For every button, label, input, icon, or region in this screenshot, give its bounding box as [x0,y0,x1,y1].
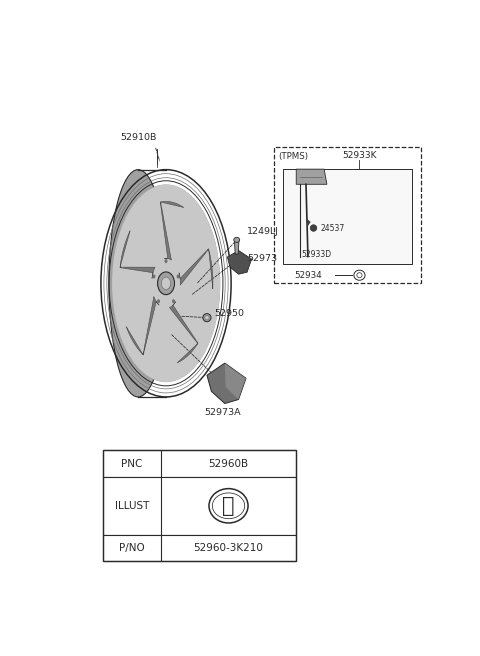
Ellipse shape [112,185,220,382]
Text: 52973: 52973 [247,254,277,263]
Bar [103,451,296,561]
Ellipse shape [157,272,175,295]
Text: 24537: 24537 [321,224,345,232]
Text: (TPMS): (TPMS) [278,152,308,161]
Polygon shape [126,297,159,355]
Polygon shape [207,363,246,403]
Polygon shape [296,169,327,184]
Polygon shape [234,241,239,254]
Polygon shape [160,201,183,260]
Ellipse shape [177,274,180,278]
Text: P/NO: P/NO [119,543,144,553]
Text: 52960-3K210: 52960-3K210 [193,543,264,553]
Text: ILLUST: ILLUST [115,501,149,511]
Ellipse shape [203,314,211,321]
Polygon shape [169,302,198,363]
Ellipse shape [310,225,317,232]
Ellipse shape [354,270,365,280]
Ellipse shape [204,316,209,320]
Ellipse shape [161,277,171,289]
Ellipse shape [165,259,168,263]
Text: PNC: PNC [121,459,143,468]
Text: Ⓗ: Ⓗ [222,496,235,516]
Polygon shape [120,231,155,279]
Ellipse shape [172,299,175,303]
Polygon shape [225,363,246,400]
Ellipse shape [153,274,156,278]
Text: 52973A: 52973A [204,408,241,417]
Bar [103,451,296,477]
FancyBboxPatch shape [283,169,411,264]
Polygon shape [306,218,311,226]
Bar [103,535,296,561]
Ellipse shape [357,273,362,277]
Polygon shape [179,249,213,289]
Text: 52933D: 52933D [302,250,332,259]
Ellipse shape [234,237,240,242]
Ellipse shape [109,170,168,397]
Text: 52910B: 52910B [120,133,156,142]
Text: 52934: 52934 [294,271,322,279]
Bar [103,477,296,535]
Polygon shape [228,251,252,274]
Text: 52933K: 52933K [342,151,376,160]
Text: 1249LJ: 1249LJ [247,227,279,236]
Text: 52960B: 52960B [208,459,249,468]
Ellipse shape [157,299,160,303]
Text: 52950: 52950 [215,309,244,318]
